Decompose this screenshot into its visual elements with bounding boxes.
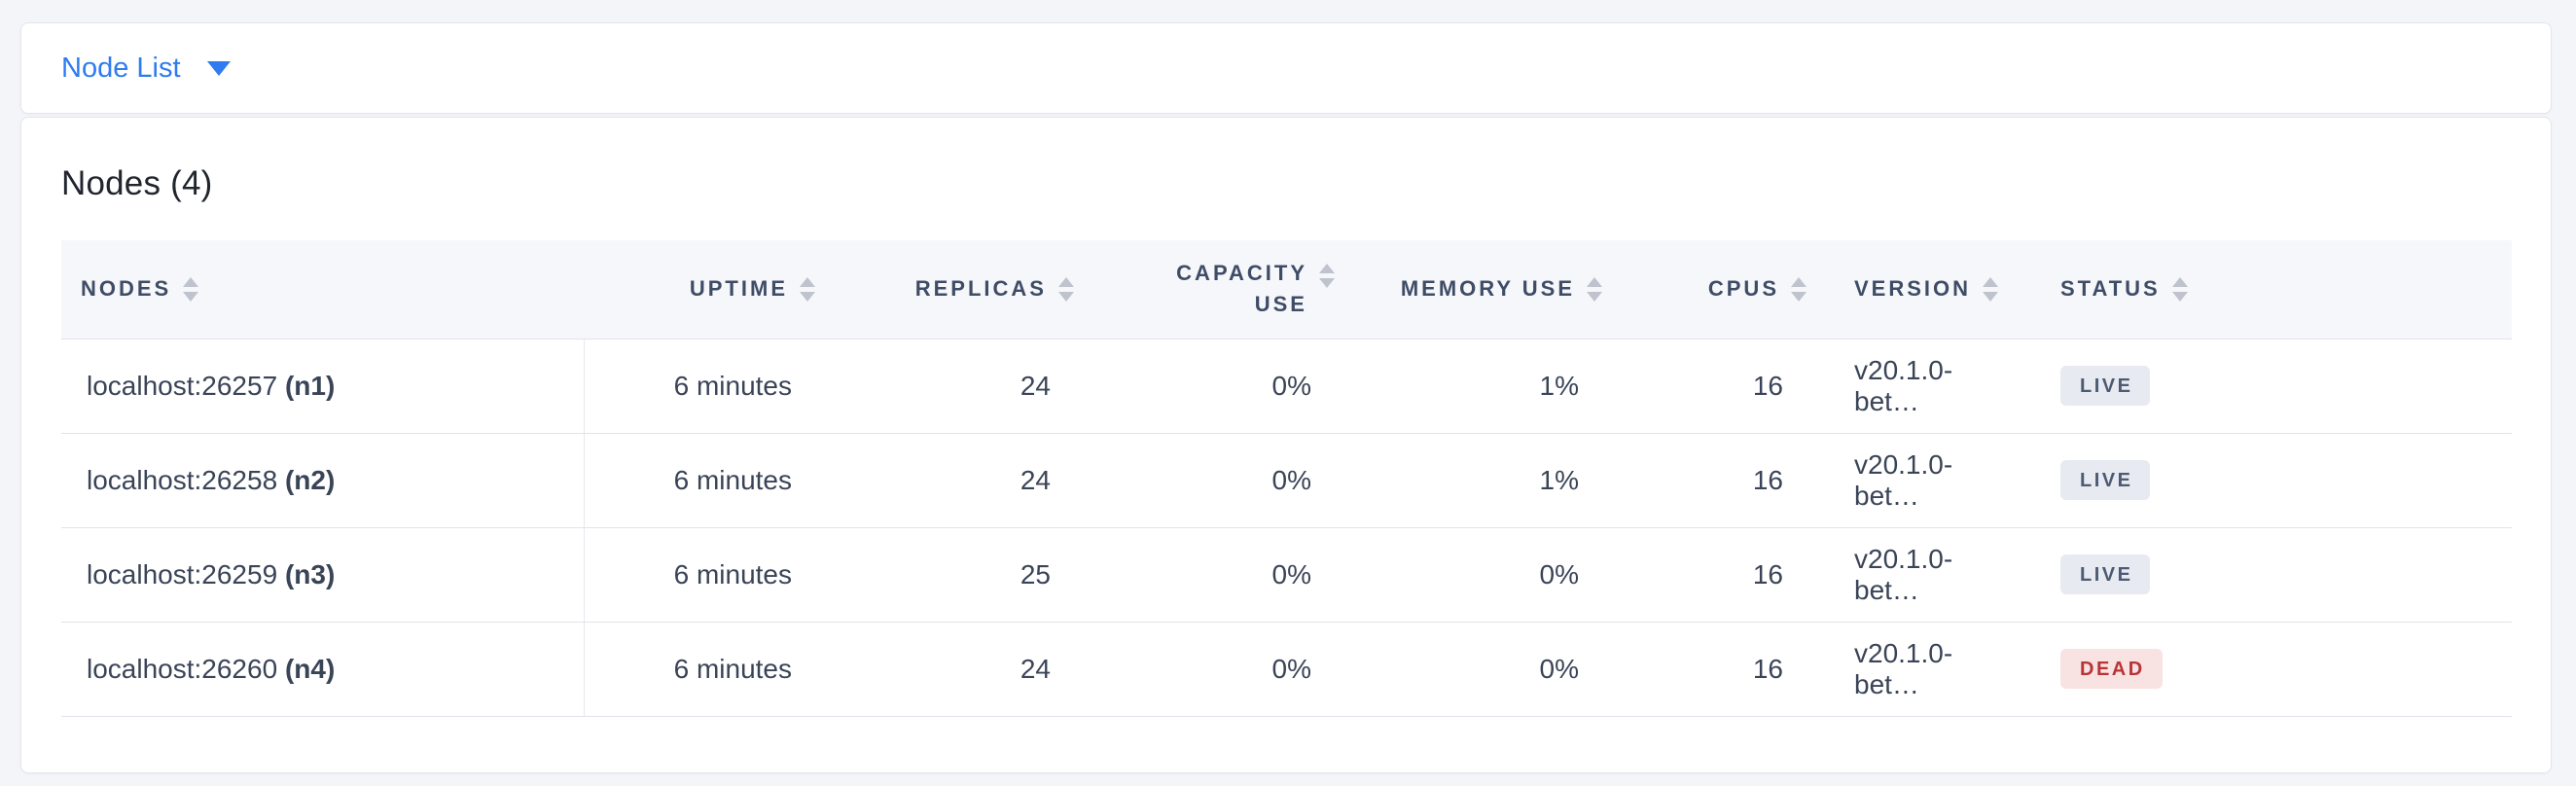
node-id: (n1) bbox=[284, 370, 336, 401]
sort-icon[interactable] bbox=[800, 276, 815, 302]
column-header-nodes[interactable]: NODES bbox=[61, 240, 584, 339]
uptime-cell: 6 minutes bbox=[584, 622, 827, 717]
node-address-cell: localhost:26257 (n1) bbox=[61, 339, 585, 434]
version-cell: v20.1.0-bet… bbox=[1818, 527, 2013, 623]
node-address-cell: localhost:26258 (n2) bbox=[61, 433, 585, 528]
cpus-cell: 16 bbox=[1614, 433, 1818, 528]
capacity-use-cell: 0% bbox=[1086, 527, 1346, 623]
column-header-cpus[interactable]: CPUS bbox=[1614, 240, 1818, 339]
uptime-cell: 6 minutes bbox=[584, 527, 827, 623]
memory-use-cell: 1% bbox=[1346, 433, 1614, 528]
status-badge: DEAD bbox=[2060, 649, 2163, 689]
replicas-cell: 24 bbox=[827, 622, 1086, 717]
uptime-cell: 6 minutes bbox=[584, 339, 827, 434]
node-address-cell: localhost:26259 (n3) bbox=[61, 527, 585, 623]
version-cell: v20.1.0-bet… bbox=[1818, 339, 2013, 434]
sort-icon[interactable] bbox=[183, 276, 199, 302]
sort-icon[interactable] bbox=[1983, 276, 1999, 302]
memory-use-cell: 0% bbox=[1346, 622, 1614, 717]
column-header-replicas[interactable]: REPLICAS bbox=[827, 240, 1086, 339]
sort-icon[interactable] bbox=[1587, 276, 1602, 302]
view-selector-bar: Node List bbox=[20, 22, 2552, 114]
cpus-cell: 16 bbox=[1614, 622, 1818, 717]
replicas-cell: 25 bbox=[827, 527, 1086, 623]
uptime-cell: 6 minutes bbox=[584, 433, 827, 528]
node-id: (n4) bbox=[284, 653, 336, 684]
sort-icon[interactable] bbox=[2171, 276, 2188, 302]
chevron-down-icon bbox=[206, 60, 231, 76]
status-cell: DEAD bbox=[2013, 622, 2512, 717]
column-header-uptime[interactable]: UPTIME bbox=[584, 240, 827, 339]
node-address-cell: localhost:26260 (n4) bbox=[61, 622, 585, 717]
column-header-version[interactable]: VERSION bbox=[1818, 240, 2013, 339]
table-row: localhost:26257 (n1) 6 minutes 24 0% 1% … bbox=[61, 339, 2512, 434]
version-cell: v20.1.0-bet… bbox=[1818, 622, 2013, 717]
view-dropdown-label: Node List bbox=[61, 52, 181, 84]
page-title: Nodes (4) bbox=[61, 164, 213, 202]
cpus-cell: 16 bbox=[1614, 527, 1818, 623]
nodes-table: NODES UPTIME REPLICAS bbox=[61, 240, 2512, 717]
version-cell: v20.1.0-bet… bbox=[1818, 433, 2013, 528]
nodes-card: Nodes (4) NODES UPTIME bbox=[20, 117, 2552, 773]
replicas-cell: 24 bbox=[827, 433, 1086, 528]
sort-icon[interactable] bbox=[1319, 264, 1335, 289]
status-badge: LIVE bbox=[2060, 460, 2151, 500]
capacity-use-cell: 0% bbox=[1086, 433, 1346, 528]
status-cell: LIVE bbox=[2013, 339, 2512, 434]
column-header-capacity-use[interactable]: CAPACITY USE bbox=[1086, 240, 1346, 339]
cpus-cell: 16 bbox=[1614, 339, 1818, 434]
capacity-use-cell: 0% bbox=[1086, 622, 1346, 717]
node-id: (n3) bbox=[284, 558, 336, 590]
status-cell: LIVE bbox=[2013, 433, 2512, 528]
status-badge: LIVE bbox=[2060, 554, 2151, 594]
view-dropdown[interactable]: Node List bbox=[61, 53, 231, 85]
column-header-status[interactable]: STATUS bbox=[2013, 240, 2512, 339]
table-row: localhost:26259 (n3) 6 minutes 25 0% 0% … bbox=[61, 527, 2512, 623]
capacity-use-cell: 0% bbox=[1086, 339, 1346, 434]
memory-use-cell: 1% bbox=[1346, 339, 1614, 434]
status-cell: LIVE bbox=[2013, 527, 2512, 623]
column-header-memory-use[interactable]: MEMORY USE bbox=[1346, 240, 1614, 339]
node-id: (n2) bbox=[284, 464, 336, 495]
table-header-row: NODES UPTIME REPLICAS bbox=[61, 240, 2512, 339]
sort-icon[interactable] bbox=[1791, 276, 1807, 302]
sort-icon[interactable] bbox=[1058, 276, 1074, 302]
memory-use-cell: 0% bbox=[1346, 527, 1614, 623]
status-badge: LIVE bbox=[2060, 366, 2151, 406]
table-row: localhost:26260 (n4) 6 minutes 24 0% 0% … bbox=[61, 622, 2512, 717]
replicas-cell: 24 bbox=[827, 339, 1086, 434]
table-row: localhost:26258 (n2) 6 minutes 24 0% 1% … bbox=[61, 433, 2512, 528]
